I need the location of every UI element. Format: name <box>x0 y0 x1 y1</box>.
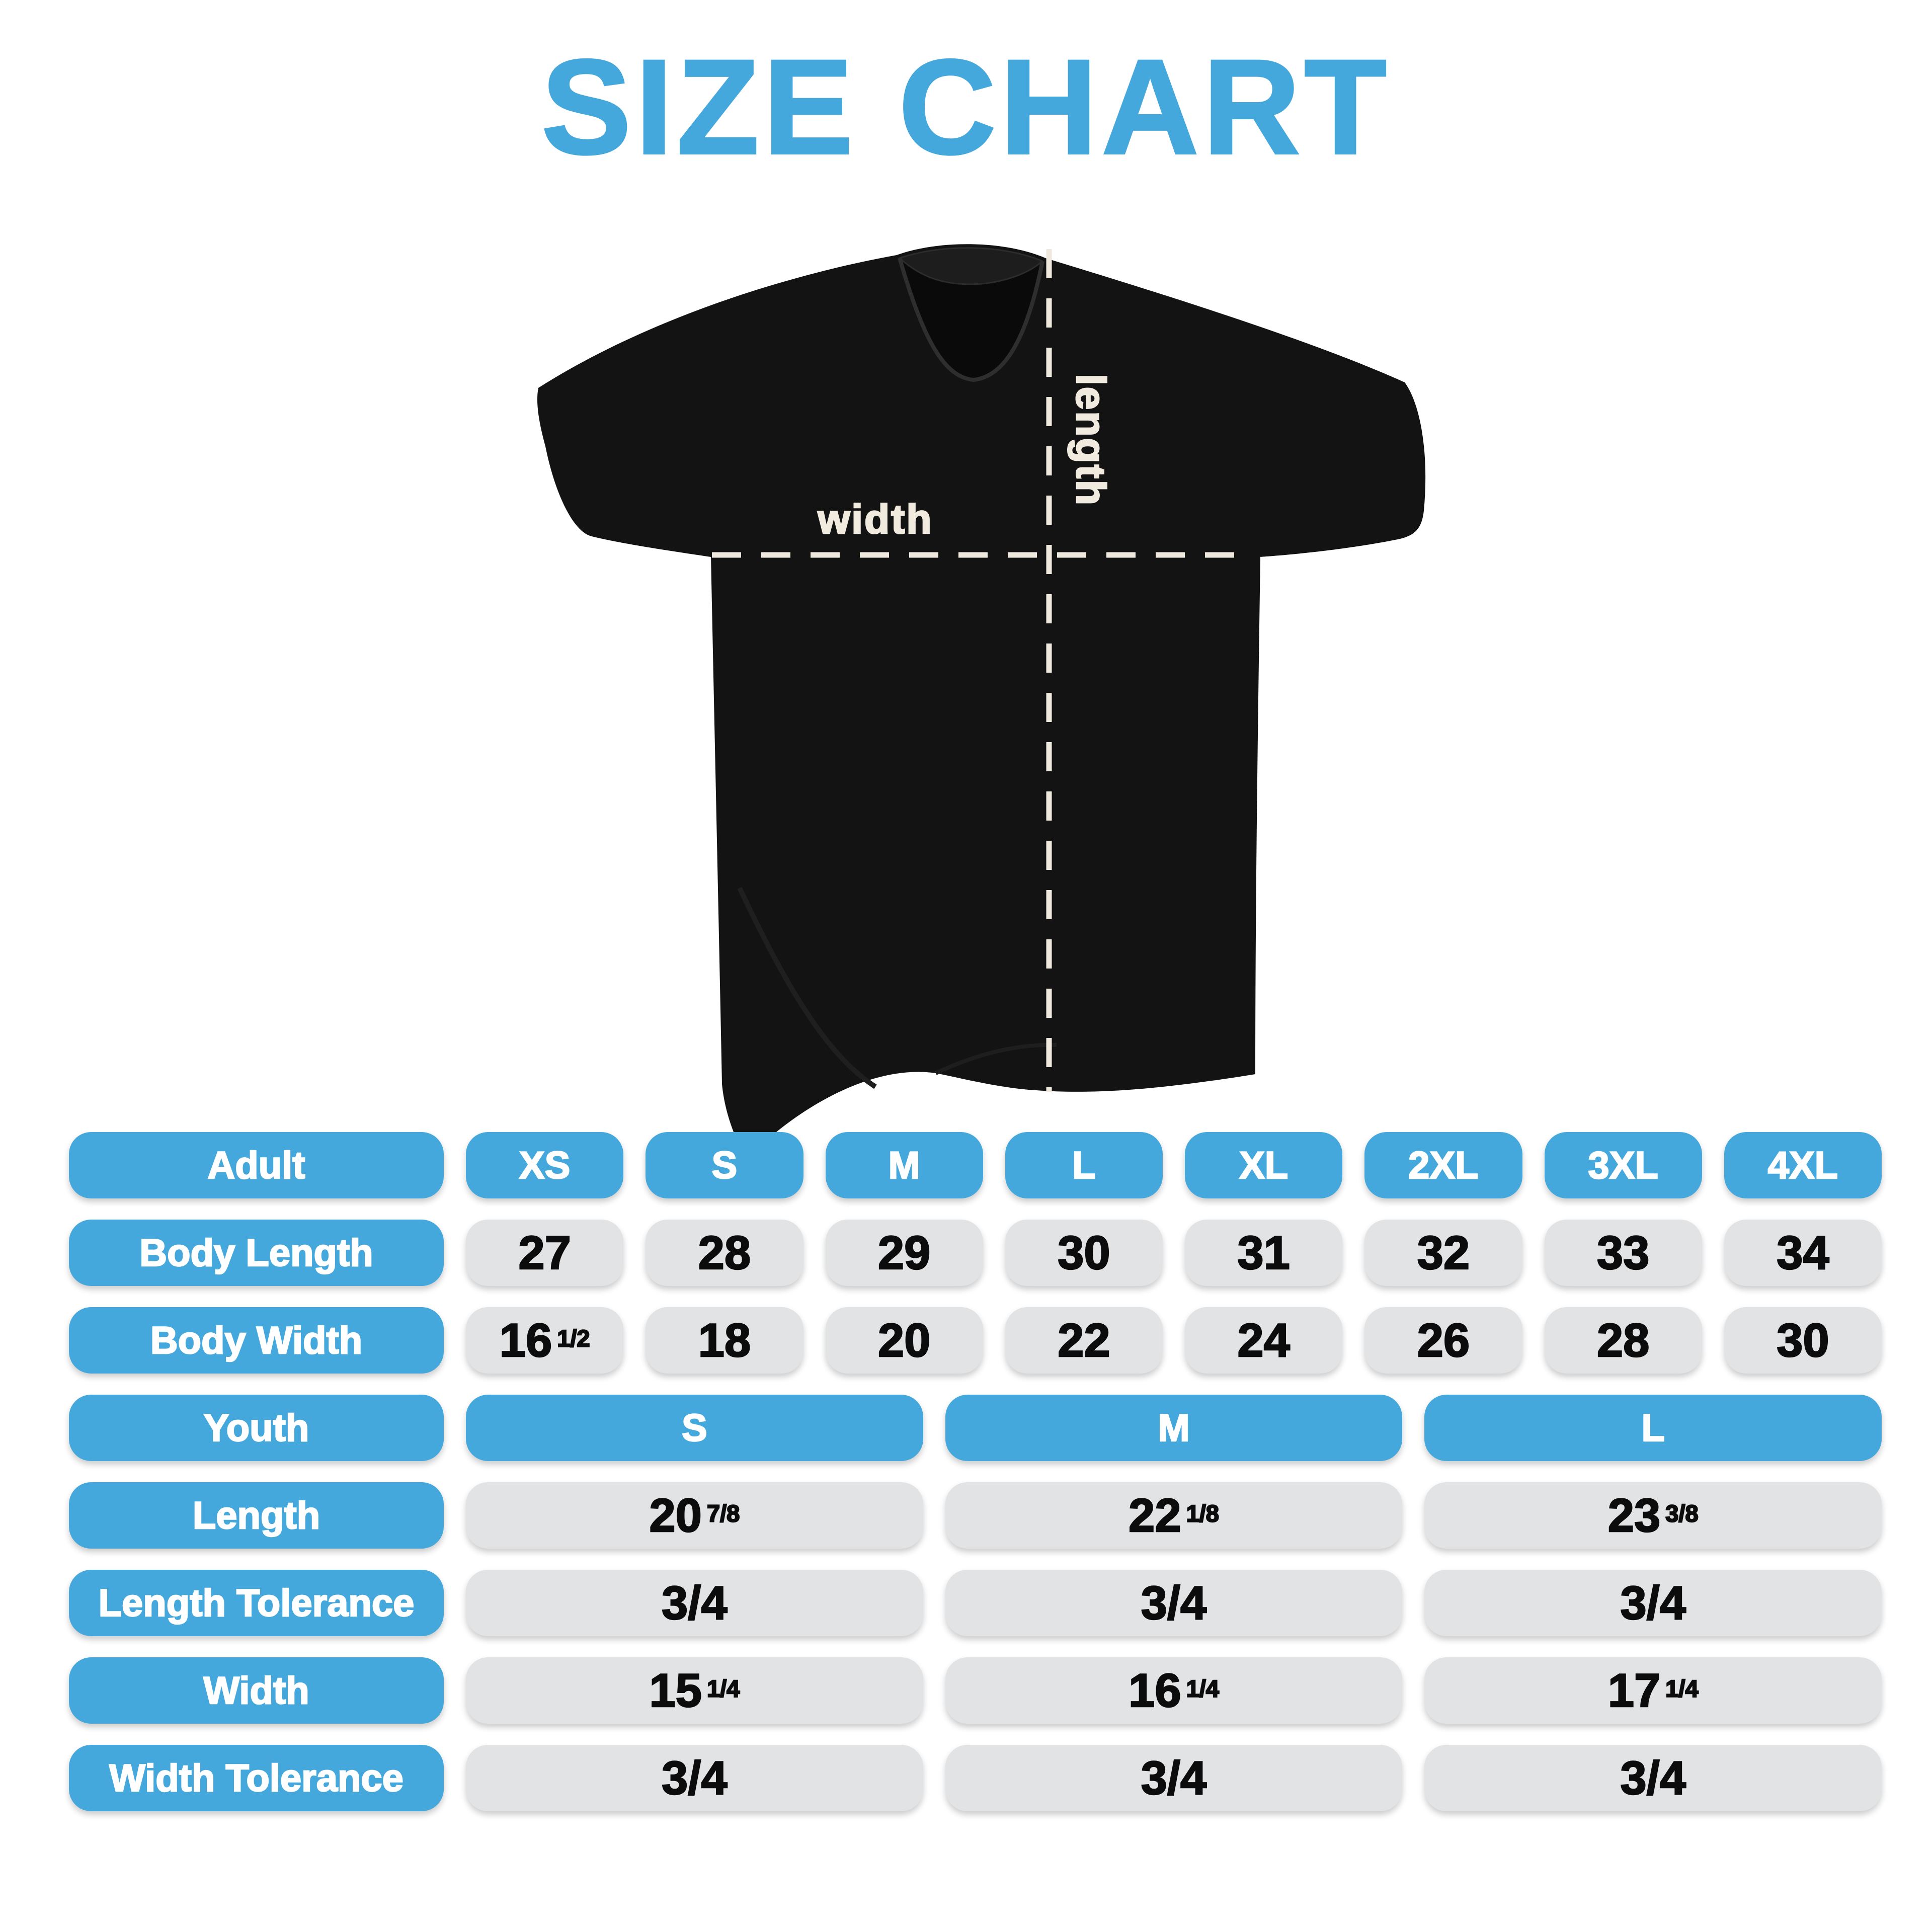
adult-size-header-pill: XL <box>1185 1132 1343 1198</box>
adult-value-cell: 31 <box>1185 1220 1343 1286</box>
adult-value-cell: 28 <box>646 1220 803 1286</box>
size-tables: Adult XS S M L XL 2XL 3XL 4XL Body Length 27 28 29 30… <box>69 1132 1882 1832</box>
adult-value-cell: 26 <box>1364 1307 1522 1374</box>
youth-value-cell: 23 3/8 <box>1424 1482 1882 1549</box>
adult-value-cell: 34 <box>1724 1220 1882 1286</box>
youth-row: Width Tolerance 3/4 3/4 3/4 <box>69 1745 1882 1811</box>
tshirt-fold-line <box>935 1042 1057 1075</box>
youth-row-label: Length <box>69 1482 444 1549</box>
adult-value-cell: 28 <box>1544 1307 1702 1374</box>
width-label: width <box>817 497 933 542</box>
adult-header-row: Adult XS S M L XL 2XL 3XL 4XL <box>69 1132 1882 1198</box>
youth-value-cell: 15 1/4 <box>466 1657 923 1724</box>
tshirt-fold-line <box>737 887 877 1089</box>
adult-size-header-pill: L <box>1005 1132 1163 1198</box>
adult-row-label: Body Length <box>69 1220 444 1286</box>
page-title: SIZE CHART <box>540 30 1391 183</box>
youth-size-header-pill: M <box>945 1395 1403 1461</box>
adult-value-cell: 27 <box>466 1220 624 1286</box>
adult-row: Body Length 27 28 29 30 31 32 33 34 <box>69 1220 1882 1286</box>
adult-value-cell: 32 <box>1364 1220 1522 1286</box>
youth-value-cell: 20 7/8 <box>466 1482 923 1549</box>
adult-value-cell: 30 <box>1724 1307 1882 1374</box>
adult-row-label: Body Width <box>69 1307 444 1374</box>
youth-value-cell: 3/4 <box>945 1745 1403 1811</box>
youth-header-row: Youth S M L <box>69 1395 1882 1461</box>
youth-row: Length Tolerance 3/4 3/4 3/4 <box>69 1570 1882 1636</box>
adult-size-table: Adult XS S M L XL 2XL 3XL 4XL Body Length 27 28 29 30… <box>69 1132 1882 1374</box>
youth-value-cell: 22 1/8 <box>945 1482 1403 1549</box>
tshirt-collar-seam <box>898 257 1044 382</box>
adult-value-cell: 20 <box>825 1307 983 1374</box>
adult-value-cell: 18 <box>646 1307 803 1374</box>
adult-size-header-pill: S <box>646 1132 803 1198</box>
youth-row-label: Width <box>69 1657 444 1724</box>
youth-size-table: Youth S M L Length 20 7/8 22 1/8 23 3/8 Length Tole… <box>69 1395 1882 1811</box>
youth-value-cell: 3/4 <box>1424 1570 1882 1636</box>
youth-size-header-pill: L <box>1424 1395 1882 1461</box>
tshirt-graphic: width length <box>537 244 1426 1150</box>
adult-size-header-pill: 2XL <box>1364 1132 1522 1198</box>
youth-value-cell: 16 1/4 <box>945 1657 1403 1724</box>
adult-size-header-pill: 4XL <box>1724 1132 1882 1198</box>
youth-value-cell: 3/4 <box>466 1745 923 1811</box>
youth-header-label: Youth <box>69 1395 444 1461</box>
youth-value-cell: 3/4 <box>1424 1745 1882 1811</box>
tshirt-diagram: width length <box>523 229 1429 1155</box>
adult-size-header-pill: M <box>825 1132 983 1198</box>
adult-row: Body Width 16 1/2 18 20 22 24 26 28 30 <box>69 1307 1882 1374</box>
youth-row: Width 15 1/4 16 1/4 17 1/4 <box>69 1657 1882 1724</box>
adult-value-cell: 29 <box>825 1220 983 1286</box>
youth-value-cell: 17 1/4 <box>1424 1657 1882 1724</box>
length-label: length <box>1068 374 1113 507</box>
youth-size-header-pill: S <box>466 1395 923 1461</box>
adult-value-cell: 30 <box>1005 1220 1163 1286</box>
tshirt-collar-band <box>898 247 1044 285</box>
adult-value-cell: 33 <box>1544 1220 1702 1286</box>
youth-value-cell: 3/4 <box>945 1570 1403 1636</box>
youth-row-label: Width Tolerance <box>69 1745 444 1811</box>
youth-row-label: Length Tolerance <box>69 1570 444 1636</box>
adult-value-cell: 22 <box>1005 1307 1163 1374</box>
adult-size-header-pill: 3XL <box>1544 1132 1702 1198</box>
adult-value-cell: 24 <box>1185 1307 1343 1374</box>
adult-value-cell: 16 1/2 <box>466 1307 624 1374</box>
adult-header-label: Adult <box>69 1132 444 1198</box>
youth-row: Length 20 7/8 22 1/8 23 3/8 <box>69 1482 1882 1549</box>
adult-size-header-pill: XS <box>466 1132 624 1198</box>
youth-value-cell: 3/4 <box>466 1570 923 1636</box>
